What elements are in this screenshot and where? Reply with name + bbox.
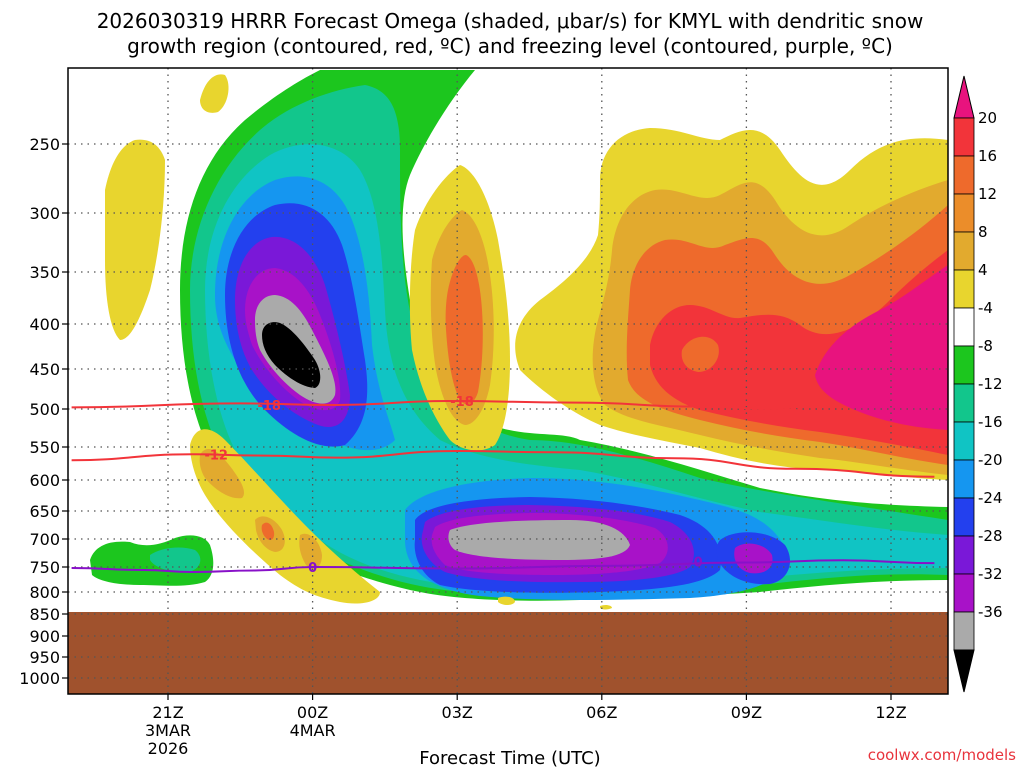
colorbar-label: 12 bbox=[978, 185, 997, 203]
colorbar-bin bbox=[953, 459, 975, 499]
x-tick-sublabel: 4MAR bbox=[290, 721, 336, 740]
y-tick-label: 1000 bbox=[19, 669, 60, 688]
x-tick-label: 03Z bbox=[442, 703, 473, 722]
colorbar-label: -36 bbox=[978, 603, 1003, 621]
colorbar-bin bbox=[953, 383, 975, 423]
y-tick-label: 600 bbox=[29, 471, 60, 490]
colorbar-label: -24 bbox=[978, 489, 1003, 507]
y-tick-label: 400 bbox=[29, 315, 60, 334]
chart-title-line2: growth region (contoured, red, ºC) and f… bbox=[127, 34, 893, 58]
colorbar-bin bbox=[953, 307, 975, 347]
plot-area: -18 -18 -12 0 0 bbox=[68, 68, 948, 694]
colorbar: 20 16 12 8 4 -4 -8 -12 -16 -20 -24 -28 -32 -36 bbox=[953, 75, 1003, 693]
contour-label: -18 bbox=[257, 399, 281, 414]
y-axis: 250 300 350 400 450 500 550 600 650 700 750 800 850 9… bbox=[19, 135, 68, 688]
colorbar-label: 4 bbox=[978, 261, 988, 279]
colorbar-label: -16 bbox=[978, 413, 1003, 431]
y-tick-label: 300 bbox=[29, 204, 60, 223]
contour-label: 0 bbox=[308, 561, 317, 576]
colorbar-bin bbox=[953, 231, 975, 271]
contour-dgz-minus12 bbox=[71, 449, 935, 478]
colorbar-label: -12 bbox=[978, 375, 1003, 393]
colorbar-label: -20 bbox=[978, 451, 1003, 469]
watermark: coolwx.com/models bbox=[868, 746, 1016, 764]
colorbar-bin bbox=[953, 345, 975, 385]
colorbar-bin bbox=[953, 193, 975, 233]
x-axis-label: Forecast Time (UTC) bbox=[419, 748, 600, 768]
omega-field-upward-core bbox=[180, 70, 948, 601]
y-tick-label: 550 bbox=[29, 438, 60, 457]
colorbar-label: -4 bbox=[978, 299, 993, 317]
x-tick-label: 12Z bbox=[875, 703, 906, 722]
colorbar-bin bbox=[953, 421, 975, 461]
contour-label: -18 bbox=[450, 395, 474, 410]
plot-frame bbox=[67, 67, 949, 695]
contours: -18 -18 -12 0 0 bbox=[71, 395, 935, 576]
omega-field-downward bbox=[515, 128, 948, 480]
colorbar-bin bbox=[953, 497, 975, 537]
colorbar-label: 16 bbox=[978, 147, 997, 165]
y-tick-label: 450 bbox=[29, 360, 60, 379]
x-tick-label: 09Z bbox=[731, 703, 762, 722]
colorbar-label: -8 bbox=[978, 337, 993, 355]
y-tick-label: 750 bbox=[29, 558, 60, 577]
contour-label: 0 bbox=[694, 555, 703, 570]
colorbar-label: -32 bbox=[978, 565, 1003, 583]
y-tick-label: 500 bbox=[29, 400, 60, 419]
x-tick-label: 21Z bbox=[152, 703, 183, 722]
omega-field-secondary bbox=[90, 74, 612, 610]
y-tick-label: 950 bbox=[29, 648, 60, 667]
colorbar-bin bbox=[953, 573, 975, 613]
y-tick-label: 350 bbox=[29, 263, 60, 282]
x-tick-label: 06Z bbox=[586, 703, 617, 722]
contour-dgz-minus18 bbox=[71, 399, 824, 414]
colorbar-label: 20 bbox=[978, 109, 997, 127]
colorbar-label: -28 bbox=[978, 527, 1003, 545]
y-tick-label: 800 bbox=[29, 583, 60, 602]
colorbar-bin bbox=[953, 269, 975, 309]
contour-freezing-level bbox=[71, 559, 935, 574]
colorbar-label: 8 bbox=[978, 223, 988, 241]
y-tick-label: 700 bbox=[29, 530, 60, 549]
chart-title-line1: 2026030319 HRRR Forecast Omega (shaded, … bbox=[97, 9, 924, 33]
x-tick-sublabel: 2026 bbox=[148, 739, 189, 758]
surface-ground bbox=[68, 612, 948, 694]
colorbar-cap-low bbox=[953, 649, 975, 693]
colorbar-bin bbox=[953, 155, 975, 195]
colorbar-bin bbox=[953, 611, 975, 651]
contour-label: -12 bbox=[204, 448, 228, 463]
colorbar-bin bbox=[953, 117, 975, 157]
y-tick-label: 250 bbox=[29, 135, 60, 154]
x-tick-label: 00Z bbox=[297, 703, 328, 722]
y-tick-label: 850 bbox=[29, 605, 60, 624]
grid bbox=[68, 68, 948, 694]
y-tick-label: 650 bbox=[29, 502, 60, 521]
colorbar-cap-high bbox=[953, 75, 975, 119]
y-tick-label: 900 bbox=[29, 627, 60, 646]
colorbar-bin bbox=[953, 535, 975, 575]
x-tick-sublabel: 3MAR bbox=[145, 721, 191, 740]
